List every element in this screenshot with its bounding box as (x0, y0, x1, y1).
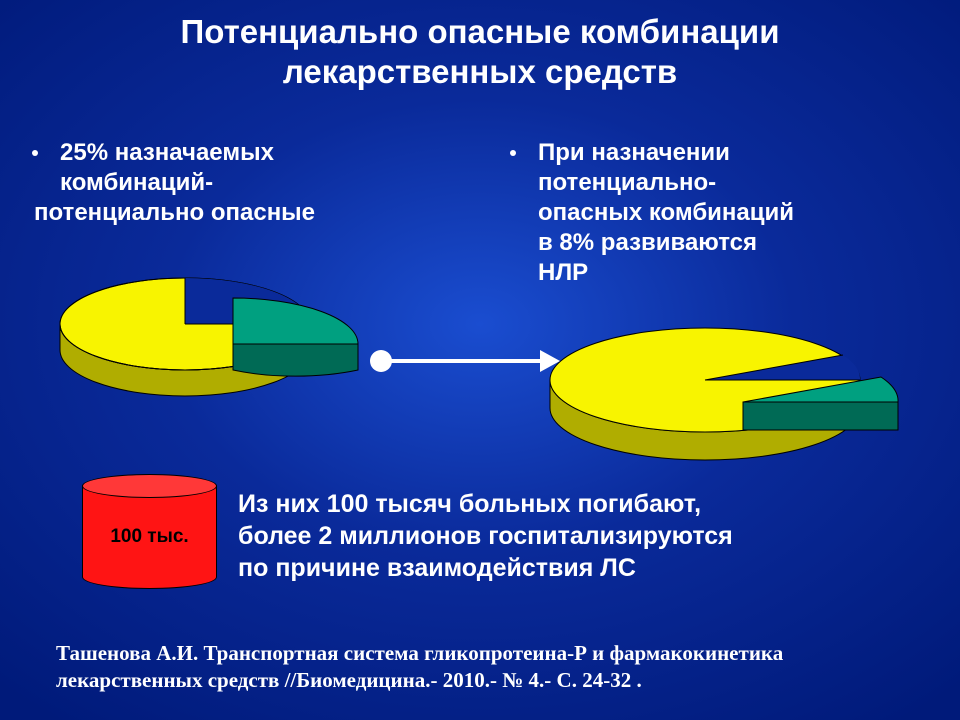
bullet-left-line: потенциально опасные (34, 198, 315, 228)
bullet-right-line: опасных комбинаций (538, 198, 794, 228)
bullet-dot-icon (510, 150, 516, 156)
bullet-right-line: потенциально- (538, 168, 794, 198)
slide-title: Потенциально опасные комбинации лекарств… (0, 12, 960, 92)
bullet-right-line: При назначении (538, 138, 794, 168)
citation: Ташенова А.И. Транспортная система глико… (56, 640, 783, 694)
cylinder-label: 100 тыс. (82, 526, 217, 548)
bullet-right-line: в 8% развиваются (538, 228, 794, 258)
cylinder-stat: 100 тыс. (82, 474, 217, 589)
bullet-left: 25% назначаемых комбинаций- потенциально… (60, 138, 315, 228)
body-text-line: по причине взаимодействия ЛС (238, 552, 733, 584)
title-line-2: лекарственных средств (0, 52, 960, 92)
pie-chart-right (540, 300, 950, 480)
body-text: Из них 100 тысяч больных погибают, более… (238, 488, 733, 584)
bullet-right-line: НЛР (538, 258, 794, 288)
title-line-1: Потенциально опасные комбинации (0, 12, 960, 52)
pie-right-svg (540, 300, 950, 480)
bullet-left-line: комбинаций- (60, 168, 315, 198)
body-text-line: более 2 миллионов госпитализируются (238, 520, 733, 552)
pie-left-svg (40, 248, 380, 408)
arrow-head-icon (540, 350, 560, 372)
bullet-right: При назначении потенциально- опасных ком… (538, 138, 794, 288)
bullet-dot-icon (32, 150, 38, 156)
citation-line: Ташенова А.И. Транспортная система глико… (56, 640, 783, 667)
bullet-left-line: 25% назначаемых (60, 138, 315, 168)
body-text-line: Из них 100 тысяч больных погибают, (238, 488, 733, 520)
arrow-line (388, 359, 544, 363)
citation-line: лекарственных средств //Биомедицина.- 20… (56, 667, 783, 694)
cylinder-top (82, 474, 217, 498)
pie-chart-left (40, 248, 380, 408)
